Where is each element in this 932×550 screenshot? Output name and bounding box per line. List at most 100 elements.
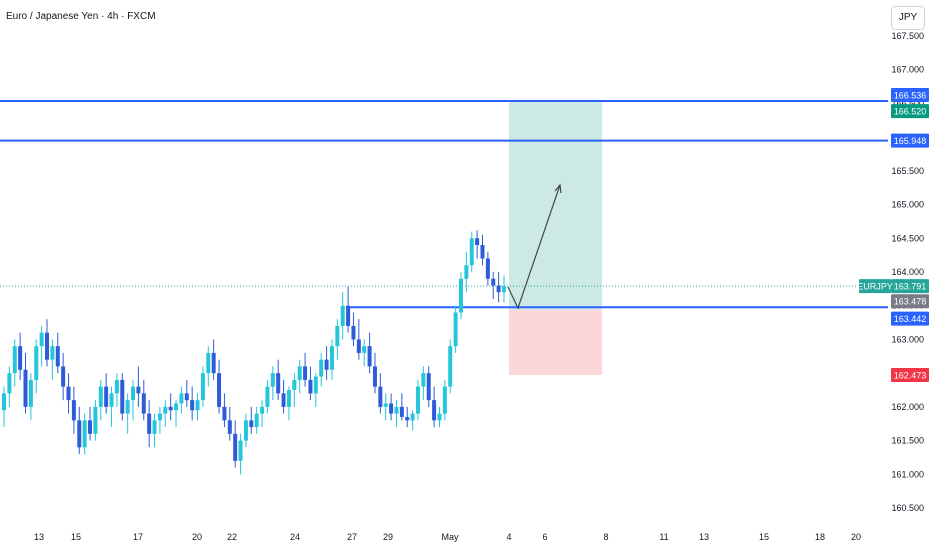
candle-body <box>389 403 394 414</box>
candle <box>394 400 399 428</box>
candle <box>233 420 238 468</box>
candle <box>410 410 415 431</box>
y-tick-label: 161.500 <box>891 436 924 446</box>
candle <box>346 286 351 333</box>
candle-body <box>18 346 23 370</box>
candle <box>238 433 243 475</box>
candle <box>485 251 490 286</box>
candle-body <box>432 400 437 421</box>
y-tick-label: 163.000 <box>891 334 924 344</box>
y-tick-label: 162.000 <box>891 402 924 412</box>
y-tick-label: 167.000 <box>891 65 924 75</box>
candle <box>7 366 12 407</box>
candle-body <box>168 406 173 411</box>
candle-body <box>313 376 318 394</box>
y-tick-label: 166.500 <box>891 98 924 108</box>
candle-body <box>281 393 286 407</box>
candle <box>335 319 340 360</box>
candle <box>88 406 93 441</box>
price-tag: 166.536 <box>891 88 929 103</box>
candle <box>174 400 179 428</box>
candle <box>77 406 82 455</box>
candle <box>276 359 281 401</box>
candle <box>496 272 501 303</box>
candle <box>222 393 227 428</box>
candle <box>313 373 318 407</box>
candle <box>491 272 496 299</box>
candle <box>351 312 356 347</box>
candle-body <box>50 346 55 360</box>
x-tick-label: 22 <box>227 532 237 542</box>
candle-body <box>2 393 6 411</box>
candle-body <box>206 352 211 374</box>
candle-body <box>152 420 157 434</box>
y-tick-label: 165.000 <box>891 200 924 210</box>
candle <box>93 400 98 441</box>
candle <box>141 379 146 421</box>
x-tick-label: 27 <box>347 532 357 542</box>
candle-body <box>120 379 125 414</box>
x-tick-label: 29 <box>383 532 393 542</box>
candle-body <box>147 413 152 434</box>
candle <box>28 373 33 421</box>
candle-body <box>448 346 453 387</box>
price-tag-bg <box>891 311 929 326</box>
price-tag-label: 166.520 <box>894 107 927 117</box>
candle-body <box>109 393 114 407</box>
x-tick-label: 18 <box>815 532 825 542</box>
x-tick-label: 8 <box>603 532 608 542</box>
candle-body <box>442 386 447 414</box>
candle-body <box>346 305 351 326</box>
y-tick-label: 167.500 <box>891 31 924 41</box>
candle <box>168 393 173 421</box>
price-tag-bg <box>891 294 929 309</box>
candle-body <box>367 346 372 367</box>
candle-body <box>28 379 33 407</box>
candle-body <box>270 373 275 387</box>
candle <box>464 251 469 293</box>
y-tick-label: 165.500 <box>891 166 924 176</box>
candle-body <box>39 332 44 347</box>
candle <box>324 346 329 380</box>
x-tick-label: 15 <box>759 532 769 542</box>
candle <box>2 386 6 428</box>
candle-body <box>458 278 463 313</box>
candle <box>82 413 87 455</box>
candle <box>399 393 404 421</box>
candle <box>405 406 410 428</box>
candle <box>217 359 222 414</box>
candle <box>475 230 480 259</box>
candles <box>2 230 506 475</box>
candle <box>34 339 39 394</box>
currency-button[interactable]: JPY <box>891 6 925 30</box>
price-tag-label: 162.473 <box>894 370 927 380</box>
candle-body <box>415 386 420 414</box>
candle <box>243 413 248 448</box>
candle-body <box>227 420 232 434</box>
candle <box>480 234 485 266</box>
candle <box>61 352 66 401</box>
candle-body <box>243 420 248 441</box>
candle <box>120 373 125 421</box>
candle-body <box>383 403 388 407</box>
candle <box>98 379 103 421</box>
candle-body <box>485 258 490 279</box>
price-tag-bg <box>891 88 929 103</box>
candle <box>389 393 394 421</box>
candle-body <box>437 413 442 421</box>
candle <box>303 352 308 387</box>
candle <box>39 325 44 367</box>
candle <box>432 386 437 428</box>
candle <box>114 373 119 407</box>
arrow-head <box>554 183 562 194</box>
candle-body <box>55 346 60 367</box>
candle <box>362 339 367 367</box>
price-axis: 167.500167.000166.500166.000165.500165.0… <box>891 31 924 513</box>
candle-body <box>265 386 270 407</box>
candle <box>367 332 372 374</box>
candle <box>329 339 334 380</box>
candle-body <box>174 403 179 411</box>
price-tag: 163.791 <box>891 279 929 294</box>
candle-body <box>61 366 66 387</box>
